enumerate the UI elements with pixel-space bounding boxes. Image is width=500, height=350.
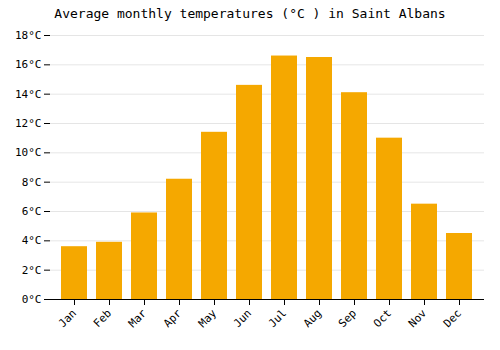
svg-text:Dec: Dec (441, 307, 464, 330)
svg-text:4°C: 4°C (22, 234, 42, 247)
svg-text:Jul: Jul (266, 307, 289, 330)
svg-text:10°C: 10°C (15, 146, 42, 159)
svg-text:16°C: 16°C (15, 58, 42, 71)
svg-text:2°C: 2°C (22, 264, 42, 277)
svg-text:14°C: 14°C (15, 88, 42, 101)
svg-text:Aug: Aug (301, 307, 324, 330)
svg-text:Oct: Oct (371, 307, 394, 330)
svg-text:Apr: Apr (161, 306, 185, 330)
svg-text:12°C: 12°C (15, 117, 42, 130)
svg-text:Mar: Mar (126, 306, 150, 330)
svg-text:8°C: 8°C (22, 176, 42, 189)
svg-text:18°C: 18°C (15, 29, 42, 42)
svg-text:Nov: Nov (406, 306, 430, 330)
svg-text:Jan: Jan (56, 307, 79, 330)
svg-text:May: May (196, 306, 220, 330)
svg-text:6°C: 6°C (22, 205, 42, 218)
svg-text:Sep: Sep (336, 307, 359, 330)
svg-text:0°C: 0°C (22, 293, 42, 306)
html-text:Average monthly temperatures (: Average monthly temperatures (°C ) in Sa… (54, 6, 446, 21)
svg-text:Feb: Feb (91, 307, 114, 330)
svg-text:Jun: Jun (231, 307, 254, 330)
